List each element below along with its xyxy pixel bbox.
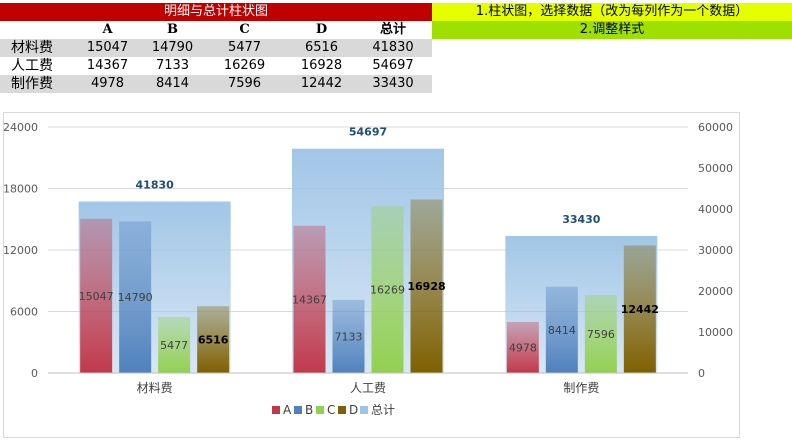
legend-swatch — [272, 406, 280, 414]
bar-data-label: 14367 — [292, 293, 327, 306]
table-cell[interactable]: 33430 — [372, 76, 414, 91]
legend-swatch — [316, 406, 324, 414]
series-c-bar — [584, 295, 617, 373]
legend-entry-c[interactable]: C — [316, 403, 335, 417]
y-axis-tick-left: 18000 — [3, 183, 38, 196]
legend-swatch — [294, 406, 302, 414]
y-axis-tick-left: 0 — [31, 367, 38, 380]
table-cell[interactable]: 12442 — [300, 76, 343, 91]
legend-label: A — [283, 403, 292, 417]
table-header-row: A B C D 总计 — [0, 21, 432, 39]
table-title[interactable]: 明细与总计柱状图 — [0, 3, 432, 21]
table-cell[interactable]: 16928 — [300, 58, 343, 73]
table-cell[interactable]: 54697 — [372, 58, 414, 73]
y-axis-tick-left: 24000 — [3, 121, 38, 134]
table-cell[interactable]: 15047 — [86, 40, 129, 55]
bar-data-label: 14790 — [118, 291, 153, 304]
header-b[interactable]: B — [167, 22, 178, 37]
bar-data-label: 6516 — [198, 334, 229, 347]
legend-label: D — [349, 403, 358, 417]
y-axis-tick-left: 12000 — [3, 244, 38, 257]
instruction-step-1[interactable]: 1.柱状图，选择数据（改为每列作为一个数据） — [432, 3, 792, 21]
bar-data-label: 16928 — [407, 280, 445, 293]
bar-data-label: 12442 — [621, 303, 659, 316]
bar-data-label: 15047 — [79, 290, 114, 303]
y-axis-tick-right: 50000 — [698, 162, 733, 175]
header-c[interactable]: C — [239, 22, 250, 37]
table-row: 人工费 14367 7133 16269 16928 54697 — [0, 57, 432, 75]
row-label[interactable]: 制作费 — [11, 76, 53, 92]
legend-entry-d[interactable]: D — [338, 403, 358, 417]
legend-entry-b[interactable]: B — [294, 403, 313, 417]
x-axis-category-label: 制作费 — [563, 381, 599, 395]
series-b-bar — [119, 221, 152, 373]
table-row: 制作费 4978 8414 7596 12442 33430 — [0, 75, 432, 93]
series-d-bar — [623, 245, 656, 373]
legend-swatch — [360, 406, 368, 414]
header-total[interactable]: 总计 — [379, 22, 406, 37]
y-axis-tick-right: 60000 — [698, 121, 733, 134]
series-c-bar — [158, 316, 191, 373]
table-cell[interactable]: 4978 — [90, 76, 125, 91]
legend-label: B — [305, 403, 313, 417]
legend-entry-total[interactable]: 总计 — [360, 403, 395, 417]
y-axis-tick-right: 30000 — [698, 244, 733, 257]
table-cell[interactable]: 16269 — [223, 58, 266, 73]
table-cell[interactable]: 7133 — [155, 58, 190, 73]
series-c-bar — [371, 206, 404, 373]
series-d-bar — [197, 306, 230, 373]
total-data-label: 41830 — [136, 178, 175, 191]
bar-data-label: 5477 — [160, 339, 188, 352]
header-a[interactable]: A — [102, 22, 113, 37]
y-axis-tick-right: 20000 — [698, 285, 733, 298]
bar-data-label: 16269 — [370, 284, 405, 297]
legend-swatch — [338, 406, 346, 414]
y-axis-tick-right: 40000 — [698, 203, 733, 216]
series-a-bar — [293, 225, 326, 373]
bar-data-label: 4978 — [509, 341, 537, 354]
x-axis-category-label: 材料费 — [137, 381, 173, 395]
series-b-bar — [332, 299, 365, 373]
table-cell[interactable]: 8414 — [155, 76, 190, 91]
bar-data-label: 7133 — [335, 330, 363, 343]
legend-entry-a[interactable]: A — [272, 403, 292, 417]
table-cell[interactable]: 14367 — [86, 58, 129, 73]
x-axis-category-label: 人工费 — [350, 381, 386, 395]
total-data-label: 54697 — [349, 126, 387, 139]
table-cell[interactable]: 6516 — [304, 40, 339, 55]
series-a-bar — [80, 218, 113, 373]
y-axis-tick-right: 0 — [698, 367, 705, 380]
bar-data-label: 7596 — [587, 328, 615, 341]
table-cell[interactable]: 5477 — [227, 40, 262, 55]
table-cell[interactable]: 14790 — [151, 40, 194, 55]
legend-label: 总计 — [371, 403, 395, 417]
spreadsheet-table: 明细与总计柱状图 A B C D 总计 材料费 15047 14790 5477… — [0, 0, 432, 93]
header-d[interactable]: D — [315, 22, 328, 37]
y-axis-tick-right: 10000 — [698, 326, 733, 339]
series-a-bar — [506, 321, 539, 373]
table-cell[interactable]: 41830 — [372, 40, 414, 55]
bar-data-label: 8414 — [548, 324, 576, 337]
table-cell[interactable]: 7596 — [227, 76, 262, 91]
series-b-bar — [545, 286, 578, 373]
row-label[interactable]: 材料费 — [11, 40, 53, 56]
series-d-bar — [410, 199, 443, 373]
row-label[interactable]: 人工费 — [11, 58, 53, 74]
legend-label: C — [327, 403, 335, 417]
y-axis-tick-left: 6000 — [10, 306, 38, 319]
instruction-step-2[interactable]: 2.调整样式 — [432, 21, 792, 39]
table-row: 材料费 15047 14790 5477 6516 41830 — [0, 39, 432, 57]
total-data-label: 33430 — [562, 213, 601, 226]
